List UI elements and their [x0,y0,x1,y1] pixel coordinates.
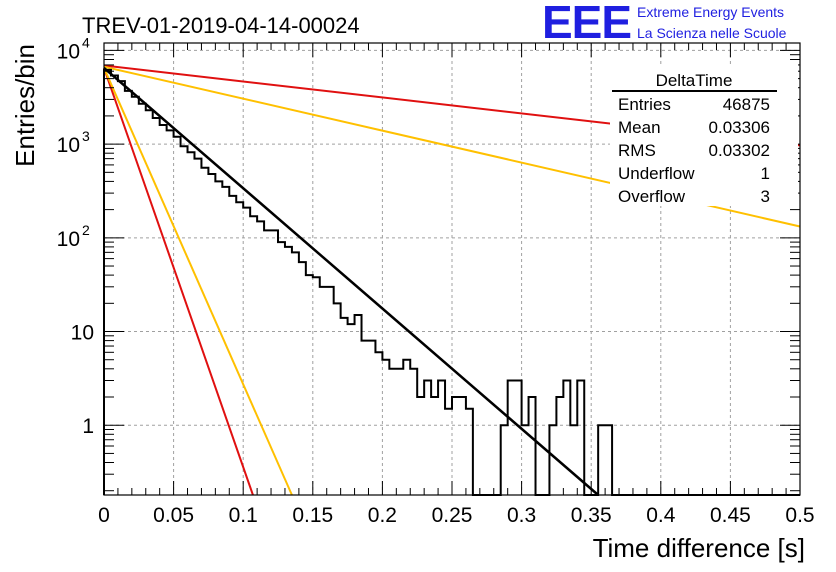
x-tick-label: 0.4 [646,504,676,527]
y-tick-label: 10 [57,134,80,157]
y-tick-exponent: 2 [82,222,90,238]
stats-label: RMS [618,141,656,160]
y-tick-exponent: 3 [82,128,90,144]
histogram-fit-line [103,67,599,496]
x-tick-label: 0.3 [507,504,536,527]
y-tick-label: 1 [82,415,94,438]
x-tick-label: 0.15 [292,504,333,527]
stats-box: DeltaTime Entries 46875 Mean 0.03306 RMS 0.03… [610,64,798,206]
stats-value: 0.03306 [709,118,770,137]
stats-value: 46875 [723,95,770,114]
stats-label: Mean [618,118,661,137]
x-tick-label: 0.2 [368,504,397,527]
y-tick-label: 10 [57,40,80,63]
eee-logo: EEE [542,0,631,48]
stats-label: Entries [618,95,671,114]
logo-line2: La Scienza nelle Scuole [637,25,787,41]
stats-label: Overflow [618,187,686,206]
x-tick-label: 0.5 [785,504,814,527]
x-tick-label: 0.45 [710,504,751,527]
stats-value: 1 [761,164,770,183]
stats-label: Underflow [618,164,695,183]
chart-title: TREV-01-2019-04-14-00024 [82,13,360,38]
stats-value: 0.03302 [709,141,770,160]
y-tick-label: 10 [71,322,94,345]
x-tick-label: 0 [98,504,110,527]
y-tick-label: 10 [57,228,80,251]
logo-line1: Extreme Energy Events [637,4,784,20]
stats-title: DeltaTime [656,71,733,90]
fit-line [103,67,254,496]
stats-value: 3 [761,187,770,206]
x-axis-title: Time difference [s] [593,533,805,563]
x-tick-label: 0.1 [229,504,258,527]
x-tick-labels: 0 0.05 0.1 0.15 0.2 0.25 0.3 0.35 0.4 0.45 0.5 [98,504,814,527]
x-tick-label: 0.25 [432,504,473,527]
y-axis-title: Entries/bin [10,44,40,167]
fit-line [103,67,293,496]
y-tick-exponent: 4 [82,34,90,50]
x-tick-label: 0.35 [571,504,612,527]
x-tick-label: 0.05 [153,504,194,527]
